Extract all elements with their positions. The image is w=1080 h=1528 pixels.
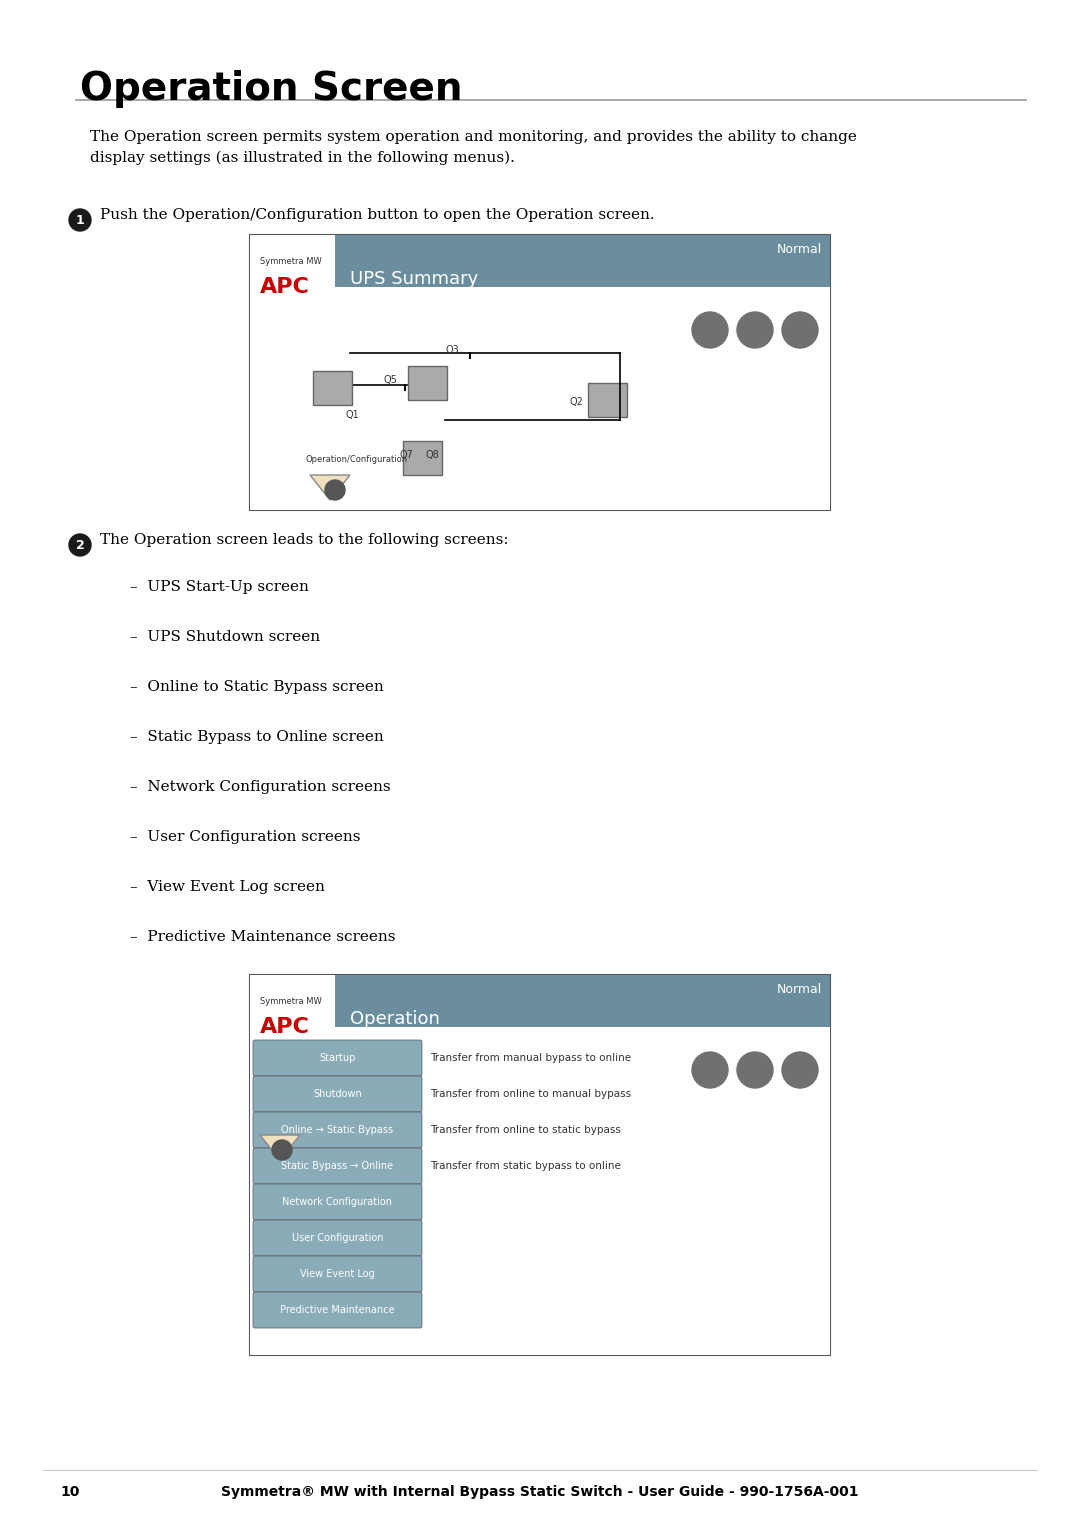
Text: Transfer from online to static bypass: Transfer from online to static bypass <box>430 1125 621 1135</box>
Polygon shape <box>310 475 350 500</box>
FancyBboxPatch shape <box>253 1076 422 1112</box>
Text: Q3: Q3 <box>445 345 459 354</box>
Text: Normal: Normal <box>777 243 822 257</box>
Text: Q1: Q1 <box>345 410 359 420</box>
Circle shape <box>737 1051 773 1088</box>
FancyBboxPatch shape <box>249 235 831 510</box>
FancyBboxPatch shape <box>253 1184 422 1219</box>
Bar <box>249 1027 831 1355</box>
FancyBboxPatch shape <box>253 1112 422 1148</box>
Text: –  User Configuration screens: – User Configuration screens <box>130 830 361 843</box>
Text: View Event Log: View Event Log <box>300 1268 375 1279</box>
Text: The Operation screen leads to the following screens:: The Operation screen leads to the follow… <box>100 533 509 547</box>
Text: Symmetra MW: Symmetra MW <box>260 257 322 266</box>
Circle shape <box>692 1051 728 1088</box>
Text: Transfer from manual bypass to online: Transfer from manual bypass to online <box>430 1053 631 1063</box>
Text: Operation/Configuration: Operation/Configuration <box>305 455 407 465</box>
Text: –  UPS Start-Up screen: – UPS Start-Up screen <box>130 581 309 594</box>
Text: APC: APC <box>260 1018 310 1038</box>
Text: Push the Operation/Configuration button to open the Operation screen.: Push the Operation/Configuration button … <box>100 208 654 222</box>
Text: Network Configuration: Network Configuration <box>283 1196 392 1207</box>
Text: Startup: Startup <box>320 1053 355 1063</box>
Text: Operation Screen: Operation Screen <box>80 70 462 108</box>
Text: Q5: Q5 <box>383 374 396 385</box>
Text: Shutdown: Shutdown <box>313 1089 362 1099</box>
FancyBboxPatch shape <box>253 1148 422 1184</box>
Text: –  View Event Log screen: – View Event Log screen <box>130 880 325 894</box>
Circle shape <box>69 209 91 231</box>
FancyBboxPatch shape <box>588 384 627 417</box>
Text: Operation: Operation <box>350 1010 440 1028</box>
Text: Online → Static Bypass: Online → Static Bypass <box>282 1125 393 1135</box>
Polygon shape <box>260 1135 300 1160</box>
FancyBboxPatch shape <box>253 1219 422 1256</box>
Text: APC: APC <box>260 277 310 296</box>
Text: 10: 10 <box>60 1485 79 1499</box>
FancyBboxPatch shape <box>249 975 831 1355</box>
Bar <box>249 975 335 1027</box>
Bar <box>249 287 831 510</box>
Text: –  Online to Static Bypass screen: – Online to Static Bypass screen <box>130 680 383 694</box>
Circle shape <box>782 1051 818 1088</box>
Text: Transfer from online to manual bypass: Transfer from online to manual bypass <box>430 1089 631 1099</box>
Text: –  UPS Shutdown screen: – UPS Shutdown screen <box>130 630 320 643</box>
FancyBboxPatch shape <box>408 367 447 400</box>
Text: Q2: Q2 <box>570 397 584 406</box>
Text: –  Static Bypass to Online screen: – Static Bypass to Online screen <box>130 730 383 744</box>
Text: 2: 2 <box>76 538 84 552</box>
Bar <box>249 975 831 1027</box>
Bar <box>249 235 831 287</box>
FancyBboxPatch shape <box>253 1256 422 1293</box>
Text: User Configuration: User Configuration <box>292 1233 383 1242</box>
FancyBboxPatch shape <box>313 371 352 405</box>
Circle shape <box>69 533 91 556</box>
Text: 1: 1 <box>76 214 84 226</box>
Text: –  Predictive Maintenance screens: – Predictive Maintenance screens <box>130 931 395 944</box>
Text: The Operation screen permits system operation and monitoring, and provides the a: The Operation screen permits system oper… <box>90 130 856 165</box>
FancyBboxPatch shape <box>253 1293 422 1328</box>
Circle shape <box>272 1140 292 1160</box>
Text: Normal: Normal <box>777 983 822 996</box>
Text: Symmetra MW: Symmetra MW <box>260 996 322 1005</box>
Text: –  Network Configuration screens: – Network Configuration screens <box>130 779 391 795</box>
Text: Symmetra® MW with Internal Bypass Static Switch - User Guide - 990-1756A-001: Symmetra® MW with Internal Bypass Static… <box>221 1485 859 1499</box>
Circle shape <box>782 312 818 348</box>
Circle shape <box>692 312 728 348</box>
FancyBboxPatch shape <box>253 1041 422 1076</box>
Text: Predictive Maintenance: Predictive Maintenance <box>280 1305 395 1316</box>
Circle shape <box>737 312 773 348</box>
Circle shape <box>325 480 345 500</box>
Text: Q7: Q7 <box>400 451 414 460</box>
Text: Static Bypass → Online: Static Bypass → Online <box>282 1161 393 1170</box>
Text: Q8: Q8 <box>426 451 438 460</box>
FancyBboxPatch shape <box>403 442 442 475</box>
Text: Transfer from static bypass to online: Transfer from static bypass to online <box>430 1161 621 1170</box>
Text: UPS Summary: UPS Summary <box>350 270 478 287</box>
Bar <box>249 235 335 287</box>
